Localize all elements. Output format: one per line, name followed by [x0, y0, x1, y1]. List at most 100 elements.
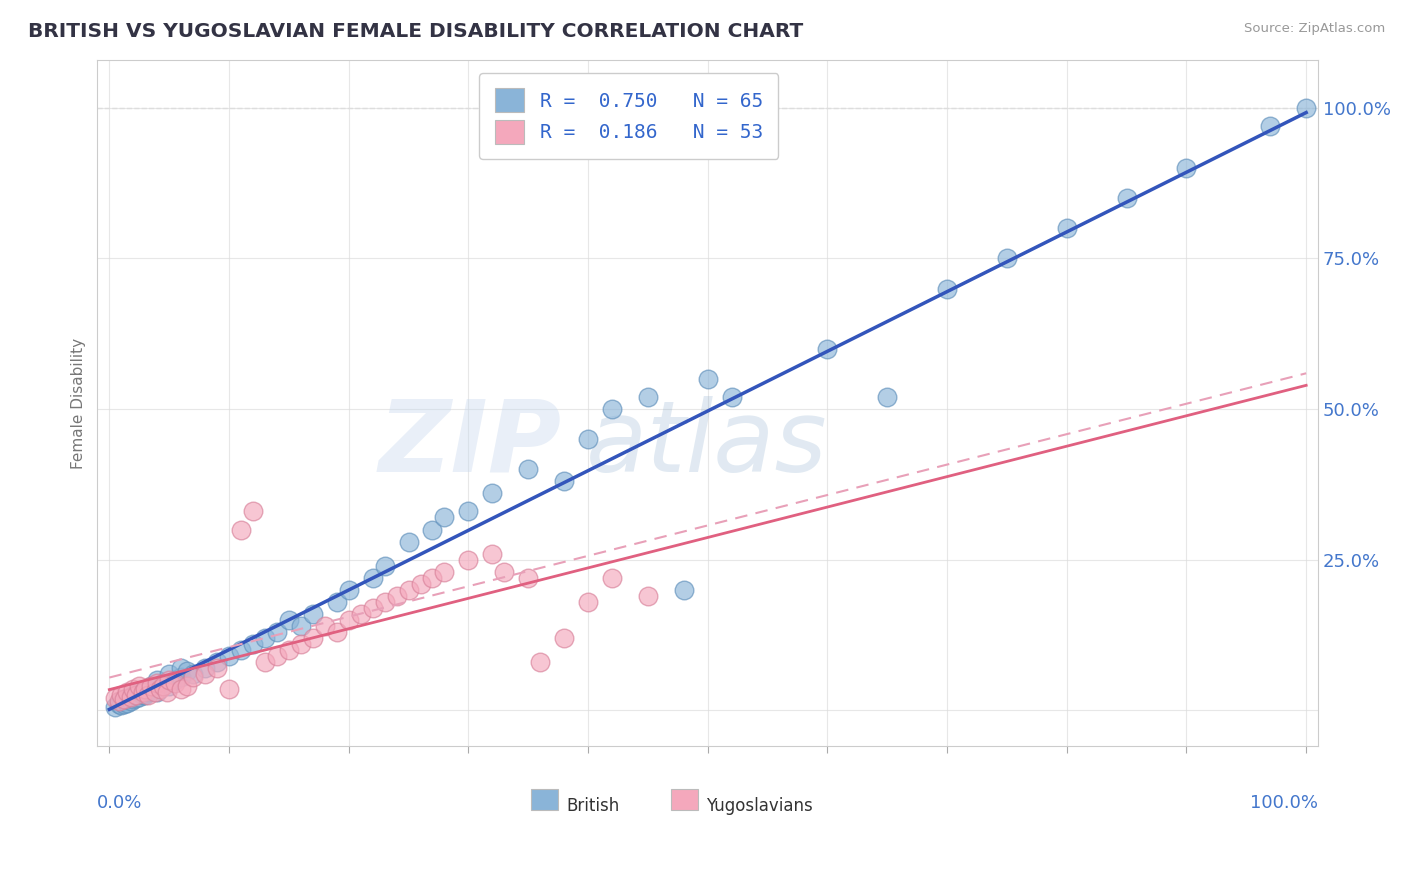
Point: [120, 694, 142, 708]
Point: [218, 682, 240, 697]
Point: [157, 679, 180, 693]
Point: [181, 670, 204, 684]
Point: [141, 679, 163, 693]
Point: [337, 582, 360, 597]
Point: [672, 582, 695, 597]
Point: [1175, 161, 1198, 175]
Point: [229, 523, 252, 537]
Point: [385, 589, 408, 603]
Point: [143, 682, 166, 697]
Point: [124, 688, 146, 702]
Point: [165, 676, 187, 690]
Point: [481, 547, 503, 561]
Point: [600, 402, 623, 417]
Point: [205, 661, 228, 675]
Point: [146, 685, 169, 699]
Point: [266, 624, 288, 639]
Point: [398, 582, 420, 597]
Point: [134, 688, 156, 702]
Point: [314, 619, 336, 633]
Point: [422, 523, 444, 537]
Point: [110, 688, 132, 702]
Text: Source: ZipAtlas.com: Source: ZipAtlas.com: [1244, 22, 1385, 36]
Point: [146, 676, 169, 690]
Point: [108, 698, 131, 712]
Point: [600, 571, 623, 585]
Point: [104, 700, 127, 714]
Point: [132, 688, 155, 702]
Point: [936, 281, 959, 295]
Point: [157, 673, 180, 687]
Point: [108, 694, 131, 708]
Text: 0.0%: 0.0%: [97, 795, 143, 813]
Point: [124, 691, 146, 706]
Text: Yugoslavians: Yugoslavians: [707, 797, 813, 814]
Point: [361, 571, 384, 585]
Point: [136, 685, 159, 699]
Point: [290, 619, 312, 633]
Y-axis label: Female Disability: Female Disability: [72, 337, 86, 468]
Point: [374, 595, 396, 609]
Point: [218, 648, 240, 663]
Point: [398, 534, 420, 549]
Point: [553, 631, 575, 645]
Point: [553, 475, 575, 489]
Point: [494, 565, 516, 579]
Point: [433, 510, 456, 524]
Point: [266, 648, 288, 663]
Point: [325, 624, 347, 639]
Point: [157, 667, 180, 681]
Point: [110, 694, 132, 708]
Text: BRITISH VS YUGOSLAVIAN FEMALE DISABILITY CORRELATION CHART: BRITISH VS YUGOSLAVIAN FEMALE DISABILITY…: [28, 22, 803, 41]
Point: [517, 571, 540, 585]
Point: [181, 667, 204, 681]
Point: [361, 600, 384, 615]
Point: [433, 565, 456, 579]
Point: [277, 643, 299, 657]
Point: [141, 679, 163, 693]
Point: [134, 682, 156, 697]
Point: [117, 696, 139, 710]
Point: [422, 571, 444, 585]
Point: [374, 558, 396, 573]
Point: [170, 682, 193, 697]
Point: [815, 342, 838, 356]
Text: 100.0%: 100.0%: [1250, 795, 1319, 813]
Point: [170, 661, 193, 675]
Point: [149, 682, 172, 697]
Point: [350, 607, 373, 621]
Point: [128, 690, 150, 704]
Point: [117, 685, 139, 699]
Point: [242, 504, 264, 518]
Point: [253, 631, 276, 645]
Point: [194, 661, 217, 675]
Text: British: British: [567, 797, 620, 814]
Point: [194, 667, 217, 681]
Point: [229, 643, 252, 657]
Point: [112, 692, 135, 706]
Point: [165, 673, 187, 687]
Point: [529, 655, 551, 669]
Point: [1115, 191, 1137, 205]
Point: [325, 595, 347, 609]
Point: [152, 679, 174, 693]
Point: [1295, 101, 1317, 115]
Point: [176, 664, 198, 678]
Point: [409, 576, 432, 591]
Point: [457, 504, 479, 518]
Point: [637, 589, 659, 603]
Point: [205, 655, 228, 669]
Point: [132, 685, 155, 699]
Point: [143, 685, 166, 699]
Point: [637, 390, 659, 404]
Point: [301, 631, 323, 645]
Point: [720, 390, 742, 404]
Point: [146, 673, 169, 687]
Point: [104, 691, 127, 706]
Point: [120, 690, 142, 704]
FancyBboxPatch shape: [671, 789, 697, 810]
Point: [576, 432, 599, 446]
Point: [134, 682, 156, 697]
Text: atlas: atlas: [586, 396, 827, 492]
Point: [995, 252, 1018, 266]
